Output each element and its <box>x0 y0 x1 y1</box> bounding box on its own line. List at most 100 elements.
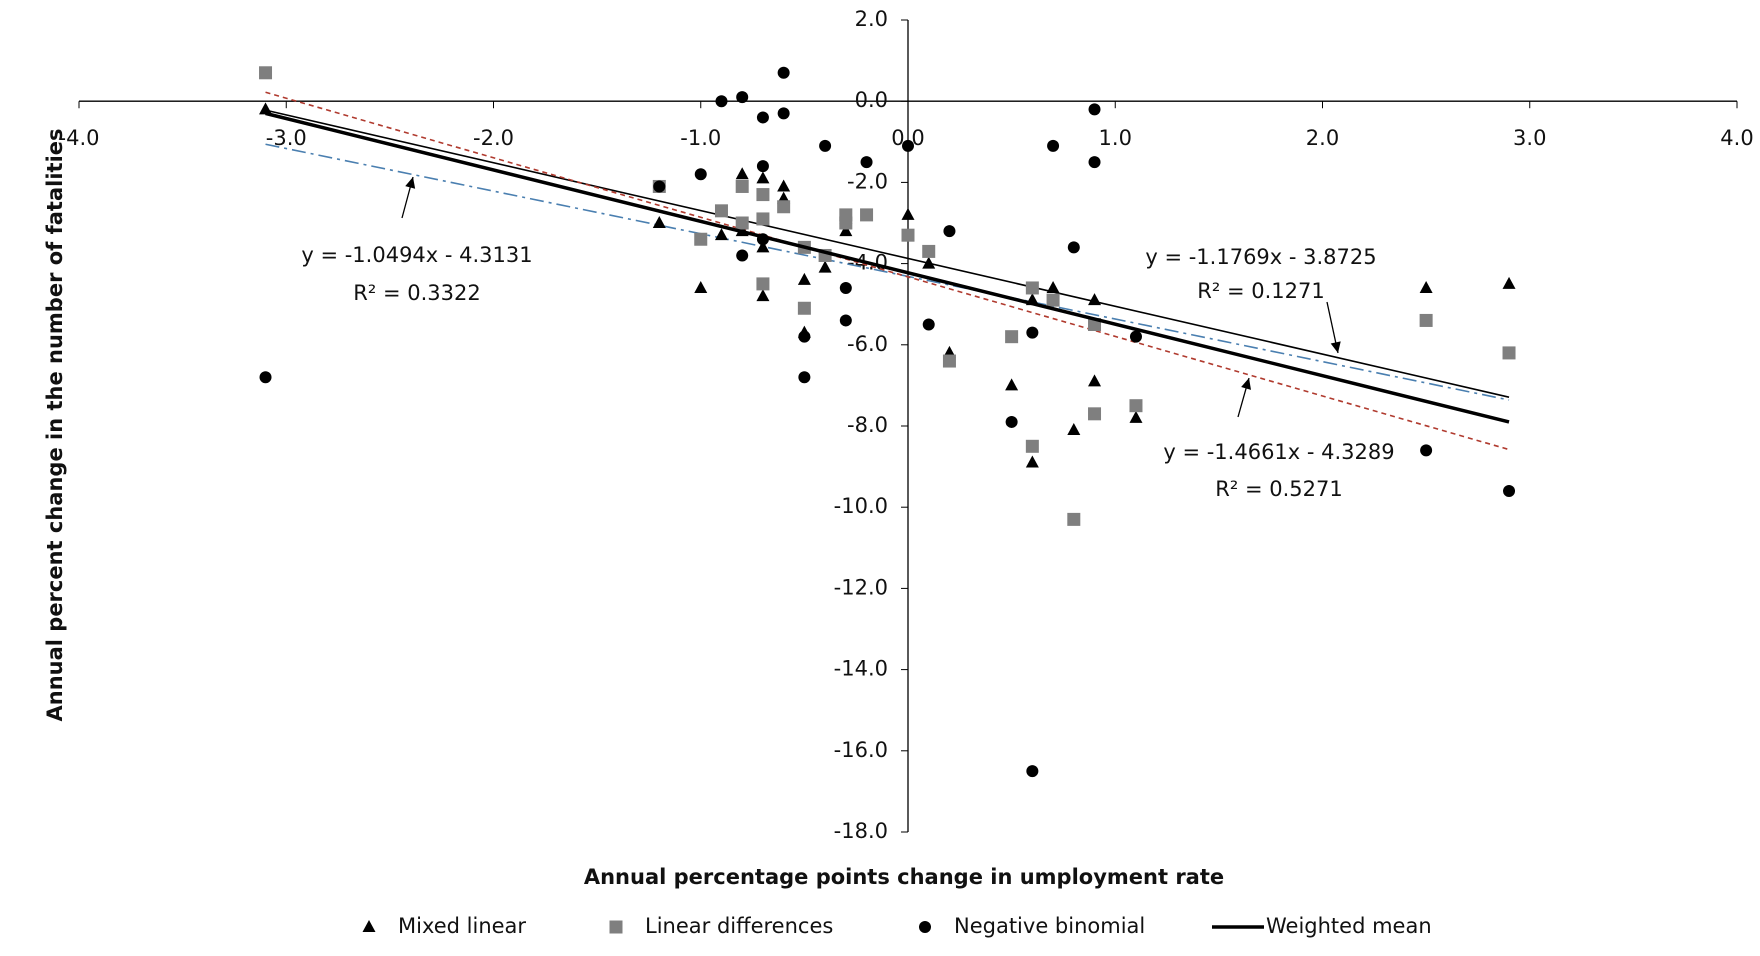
square-point <box>1502 346 1516 360</box>
square-point <box>1067 512 1081 526</box>
circle-point <box>819 139 832 152</box>
triangle-point <box>1088 293 1102 306</box>
square-point <box>756 188 770 202</box>
trendline-equation: y = -1.1769x - 3.8725 <box>1145 245 1376 269</box>
circle-point <box>1026 326 1039 339</box>
circle-point <box>798 330 811 343</box>
triangle-point <box>1025 455 1039 468</box>
square-point <box>839 216 853 230</box>
trendline-r2: R² = 0.3322 <box>353 281 480 305</box>
circle-point <box>839 281 852 294</box>
circle-point <box>736 249 749 262</box>
circle-point <box>798 371 811 384</box>
circle-point <box>943 225 956 238</box>
trendline-r2: R² = 0.5271 <box>1215 477 1342 501</box>
circle-point <box>1047 139 1060 152</box>
square-point <box>1025 439 1039 453</box>
square-point <box>694 232 708 246</box>
square-point <box>922 244 936 258</box>
circle-point <box>777 107 790 120</box>
x-tick-label: 1.0 <box>1099 126 1132 150</box>
circle-point <box>839 314 852 327</box>
weighted-mean-line <box>265 111 1510 424</box>
triangle-point <box>714 228 728 241</box>
legend-label: Weighted mean <box>1266 914 1432 938</box>
triangle-point <box>839 224 853 237</box>
legend-label: Negative binomial <box>954 914 1145 938</box>
circle-point <box>259 371 272 384</box>
circle-point <box>1088 156 1101 169</box>
circle-point <box>756 160 769 173</box>
circle-point <box>715 95 728 108</box>
triangle-point <box>756 240 770 253</box>
label-bg <box>1144 439 1414 467</box>
triangle-point <box>1046 280 1060 293</box>
square-point <box>1025 281 1039 295</box>
square-point <box>756 277 770 291</box>
triangle-point <box>756 171 770 184</box>
arrow-head <box>1330 341 1341 353</box>
x-tick-label: -2.0 <box>473 126 514 150</box>
square-point <box>735 216 749 230</box>
x-tick-label: -1.0 <box>680 126 721 150</box>
x-axis-title: Annual percentage points change in umplo… <box>584 865 1224 889</box>
circle-point <box>1067 241 1080 254</box>
y-tick-label: -6.0 <box>847 332 888 356</box>
circle-point <box>694 168 707 181</box>
x-tick-label: -3.0 <box>266 126 307 150</box>
circle-point <box>653 180 666 193</box>
trendline-equation: y = -1.4661x - 4.3289 <box>1163 440 1394 464</box>
triangle-point <box>922 256 936 269</box>
y-tick-label: -16.0 <box>834 738 888 762</box>
triangle-point <box>777 179 791 192</box>
trendline <box>265 109 1510 398</box>
y-tick-label: -14.0 <box>834 657 888 681</box>
triangle-point <box>1502 276 1516 289</box>
circle-point <box>1026 765 1039 778</box>
arrow-head <box>405 177 416 189</box>
triangle-point <box>259 102 273 115</box>
triangle-point <box>1005 378 1019 391</box>
arrow-head <box>1241 378 1251 390</box>
square-point <box>1419 313 1433 327</box>
legend-label: Mixed linear <box>398 914 526 938</box>
x-tick-label: 2.0 <box>1306 126 1339 150</box>
x-tick-label: 3.0 <box>1513 126 1546 150</box>
triangle-point <box>756 289 770 302</box>
square-point <box>1046 293 1060 307</box>
y-axis-title: Annual percent change in the number of f… <box>43 128 67 721</box>
y-tick-label: -10.0 <box>834 494 888 518</box>
circle-point <box>902 139 914 152</box>
label-bg <box>282 242 552 270</box>
triangle-point <box>652 216 666 228</box>
square-point <box>797 301 811 315</box>
y-tick-label: 0.0 <box>855 88 888 112</box>
legend-marker <box>609 920 623 934</box>
y-tick-label: -8.0 <box>847 413 888 437</box>
square-point <box>1005 330 1019 344</box>
square-point <box>756 212 770 226</box>
triangle-point <box>901 207 915 220</box>
circle-point <box>736 91 749 104</box>
square-point <box>777 200 791 214</box>
square-point <box>860 208 874 222</box>
square-point <box>1088 407 1102 421</box>
triangle-point <box>1419 280 1433 293</box>
circle-point <box>1420 444 1433 457</box>
trendline-equation: y = -1.0494x - 4.3131 <box>301 243 532 267</box>
y-tick-label: -2.0 <box>847 169 888 193</box>
y-tick-label: 2.0 <box>855 7 888 31</box>
triangle-point <box>735 167 749 180</box>
y-tick-label: -12.0 <box>834 575 888 599</box>
y-tick-label: -18.0 <box>834 819 888 843</box>
trendline-r2: R² = 0.1271 <box>1197 279 1324 303</box>
trendline <box>265 143 1510 401</box>
triangle-point <box>818 260 832 273</box>
triangle-point <box>694 280 708 293</box>
legend-marker <box>919 921 931 933</box>
circle-point <box>1005 415 1018 428</box>
triangle-point <box>1067 423 1081 436</box>
circle-point <box>922 318 935 331</box>
square-point <box>1129 399 1143 413</box>
